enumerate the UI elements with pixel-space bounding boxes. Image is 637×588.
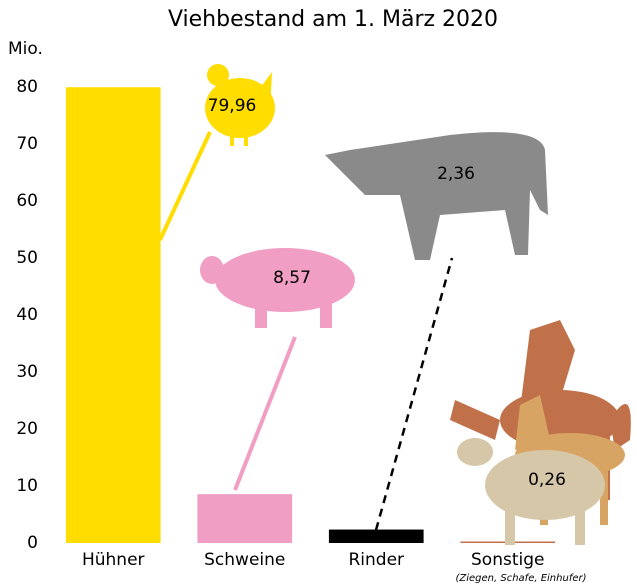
sheep-silhouette <box>457 438 605 545</box>
value-label: 0,26 <box>528 470 566 490</box>
connector <box>233 336 297 491</box>
connector <box>158 131 212 241</box>
chicken-silhouette <box>205 64 275 146</box>
x-tick-label: Sonstige <box>471 550 544 570</box>
y-tick-label: 60 <box>16 191 38 211</box>
x-tick-label: Hühner <box>82 550 145 570</box>
cow-silhouette <box>325 132 548 260</box>
y-tick-label: 30 <box>16 362 38 382</box>
value-label: 79,96 <box>208 96 257 116</box>
connector <box>374 257 454 531</box>
y-tick-label: 40 <box>16 305 38 325</box>
pig-silhouette <box>200 248 355 328</box>
y-tick-label: 50 <box>16 248 38 268</box>
y-tick-label: 70 <box>16 134 38 154</box>
y-tick-label: 10 <box>16 476 38 496</box>
value-label: 8,57 <box>273 268 311 288</box>
value-label: 2,36 <box>437 164 475 184</box>
bar <box>65 87 161 543</box>
bar <box>197 494 293 543</box>
y-tick-label: 20 <box>16 419 38 439</box>
category-note: (Ziegen, Schafe, Einhufer) <box>455 573 586 584</box>
y-tick-label: 80 <box>16 77 38 97</box>
x-tick-label: Rinder <box>348 550 404 570</box>
x-tick-label: Schweine <box>204 550 285 570</box>
y-axis-label: Mio. <box>8 39 43 59</box>
y-tick-label: 0 <box>27 533 38 553</box>
bar <box>328 529 424 543</box>
chart-title: Viehbestand am 1. März 2020 <box>168 7 498 32</box>
